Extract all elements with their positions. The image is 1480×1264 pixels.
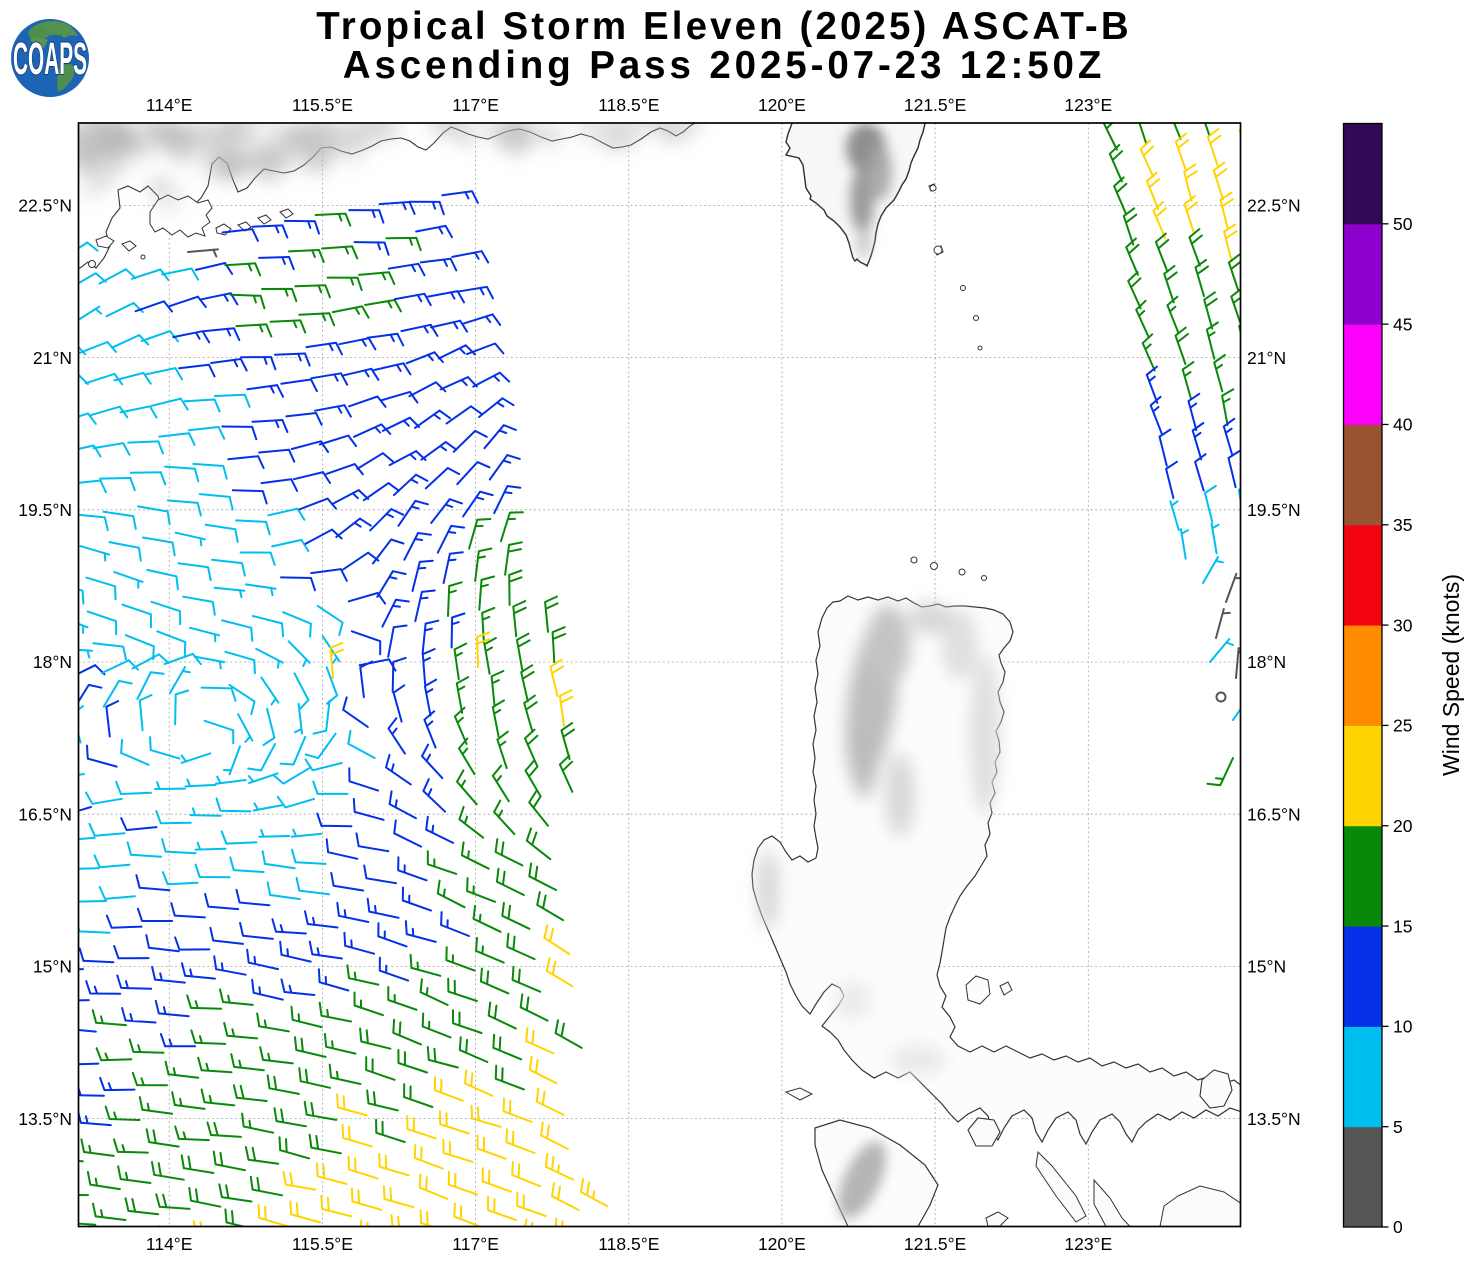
- svg-text:Ascending Pass 2025-07-23 12:5: Ascending Pass 2025-07-23 12:50Z: [343, 44, 1106, 87]
- svg-text:18°N: 18°N: [1247, 652, 1286, 672]
- svg-text:40: 40: [1393, 415, 1413, 435]
- svg-text:15: 15: [1393, 916, 1412, 936]
- svg-text:20: 20: [1393, 816, 1413, 836]
- svg-text:Wind Speed (knots): Wind Speed (knots): [1438, 574, 1464, 776]
- svg-text:19.5°N: 19.5°N: [18, 500, 72, 520]
- svg-text:115.5°E: 115.5°E: [292, 1234, 353, 1254]
- svg-text:10: 10: [1393, 1017, 1413, 1037]
- svg-text:21°N: 21°N: [33, 348, 72, 368]
- svg-text:114°E: 114°E: [146, 1234, 193, 1254]
- svg-text:16.5°N: 16.5°N: [1247, 804, 1301, 824]
- svg-text:123°E: 123°E: [1064, 95, 1112, 115]
- svg-text:118.5°E: 118.5°E: [598, 1234, 659, 1254]
- svg-text:30: 30: [1393, 615, 1413, 635]
- svg-text:120°E: 120°E: [758, 1234, 806, 1254]
- svg-text:13.5°N: 13.5°N: [1247, 1109, 1301, 1129]
- svg-text:35: 35: [1393, 515, 1412, 535]
- svg-text:115.5°E: 115.5°E: [292, 95, 353, 115]
- svg-text:19.5°N: 19.5°N: [1247, 500, 1301, 520]
- svg-text:Tropical Storm Eleven (2025) A: Tropical Storm Eleven (2025) ASCAT-B: [316, 5, 1131, 48]
- svg-text:121.5°E: 121.5°E: [904, 95, 966, 115]
- svg-text:18°N: 18°N: [33, 652, 72, 672]
- svg-text:117°E: 117°E: [452, 95, 499, 115]
- svg-text:0: 0: [1393, 1217, 1403, 1237]
- svg-text:120°E: 120°E: [758, 95, 806, 115]
- svg-text:118.5°E: 118.5°E: [598, 95, 659, 115]
- svg-text:21°N: 21°N: [1247, 348, 1286, 368]
- svg-text:22.5°N: 22.5°N: [1247, 196, 1301, 216]
- svg-text:15°N: 15°N: [33, 957, 72, 977]
- svg-text:50: 50: [1393, 214, 1413, 234]
- svg-text:114°E: 114°E: [146, 95, 193, 115]
- svg-text:123°E: 123°E: [1064, 1234, 1112, 1254]
- svg-text:121.5°E: 121.5°E: [904, 1234, 966, 1254]
- svg-text:45: 45: [1393, 314, 1412, 334]
- svg-text:16.5°N: 16.5°N: [18, 804, 72, 824]
- svg-text:COAPS: COAPS: [13, 33, 87, 84]
- svg-text:117°E: 117°E: [452, 1234, 499, 1254]
- svg-text:13.5°N: 13.5°N: [18, 1109, 72, 1129]
- svg-text:22.5°N: 22.5°N: [18, 196, 72, 216]
- svg-text:25: 25: [1393, 716, 1412, 736]
- svg-text:15°N: 15°N: [1247, 957, 1286, 977]
- svg-text:5: 5: [1393, 1117, 1403, 1137]
